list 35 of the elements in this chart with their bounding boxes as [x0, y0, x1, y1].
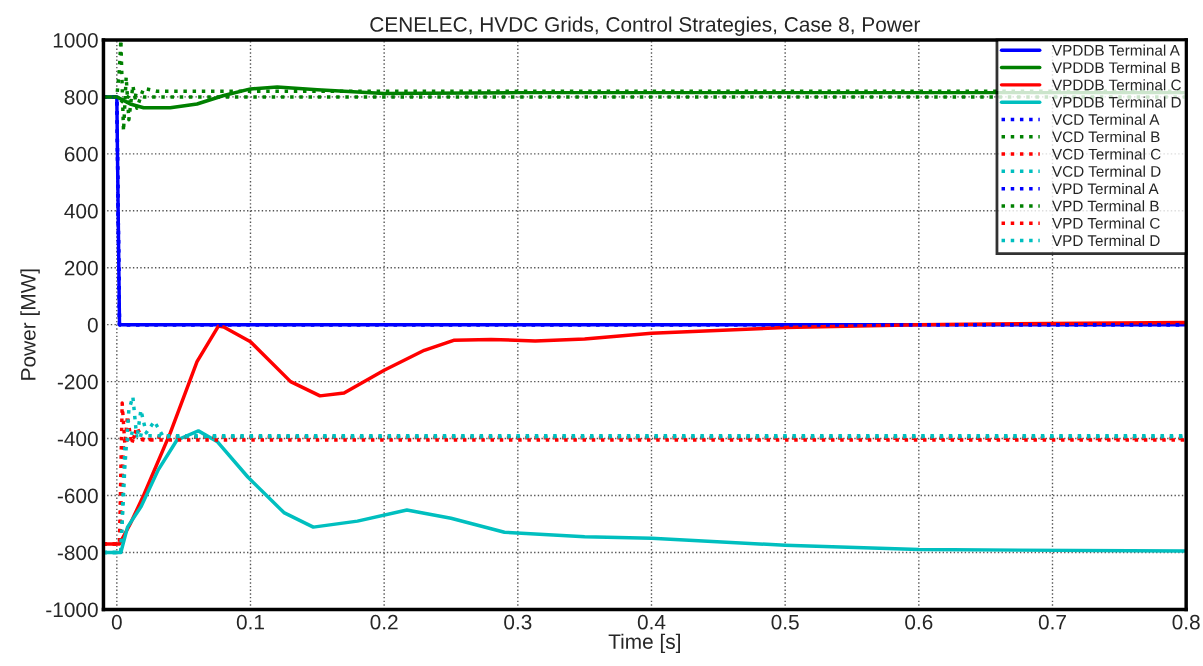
y-tick-label: 0 [87, 317, 98, 333]
legend-label: VCD Terminal C [1052, 148, 1161, 160]
x-tick-label: 0 [111, 614, 122, 630]
y-tick-label: 600 [64, 146, 98, 162]
x-tick-label: 0.1 [236, 614, 264, 630]
x-tick-label: 0.3 [504, 614, 532, 630]
y-axis-title: Power [MW] [20, 269, 40, 380]
x-tick-label: 0.2 [370, 614, 398, 630]
legend-label: VPD Terminal C [1052, 217, 1160, 229]
y-tick-label: 400 [64, 203, 98, 219]
x-tick-label: 0.6 [905, 614, 933, 630]
legend-label: VPDDB Terminal B [1052, 61, 1180, 74]
legend-label: VCD Terminal A [1052, 113, 1160, 125]
y-tick-label: -800 [57, 545, 98, 561]
x-tick-label: 0.7 [1038, 614, 1066, 630]
y-tick-label: -600 [57, 488, 98, 504]
legend-label: VPDDB Terminal C [1052, 79, 1181, 91]
legend-label: VCD Terminal B [1052, 131, 1160, 143]
x-axis-title: Time [s] [608, 633, 680, 654]
y-tick-label: -200 [57, 374, 98, 390]
legend-label: VPD Terminal A [1052, 182, 1159, 195]
y-tick-label: -400 [57, 431, 98, 447]
x-tick-label: 0.4 [637, 614, 666, 630]
x-tick-label: 0.8 [1172, 614, 1200, 630]
chart-title: CENELEC, HVDC Grids, Control Strategies, Case 8, Power [370, 16, 921, 36]
y-tick-label: 200 [64, 260, 98, 276]
legend-label: VPD Terminal B [1052, 200, 1159, 212]
y-tick-label: 1000 [53, 32, 98, 48]
legend-label: VPD Terminal D [1052, 234, 1160, 247]
legend-label: VPDDB Terminal D [1052, 96, 1181, 108]
legend-label: VCD Terminal D [1052, 165, 1161, 177]
legend-label: VPDDB Terminal A [1052, 44, 1180, 56]
y-tick-label: -1000 [46, 602, 98, 618]
y-tick-label: 800 [64, 89, 98, 105]
x-tick-label: 0.5 [771, 614, 799, 630]
